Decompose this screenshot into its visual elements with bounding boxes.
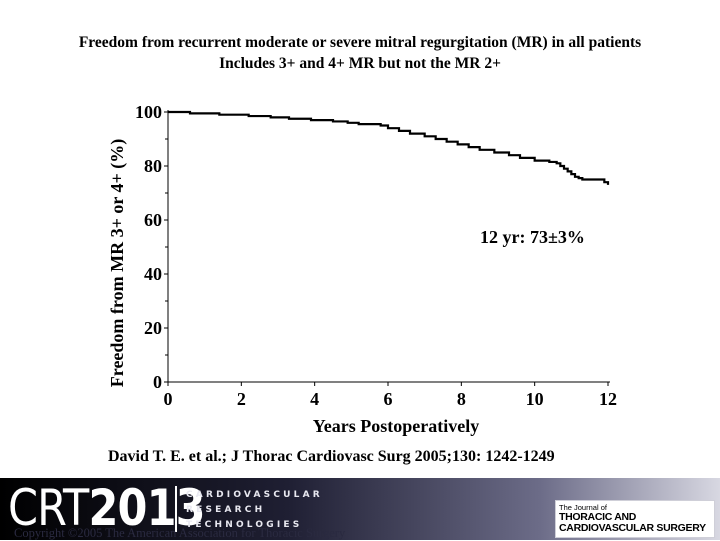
copyright-text: Copyright ©2005 The American Association… — [14, 526, 346, 540]
journal-logo-line2: CARDIOVASCULAR SURGERY — [559, 522, 706, 534]
journal-logo-line1: THORACIC AND — [559, 511, 637, 523]
x-tick-label: 0 — [164, 389, 173, 409]
journal-logo: The Journal of THORACIC AND CARDIOVASCUL… — [555, 500, 715, 538]
chart-title: Freedom from recurrent moderate or sever… — [0, 32, 720, 74]
x-tick-label: 4 — [310, 389, 319, 409]
logo-word-research: RESEARCH — [186, 505, 266, 515]
x-tick-label: 10 — [526, 389, 544, 409]
logo-divider — [175, 486, 177, 532]
survival-curve-0 — [168, 110, 610, 185]
x-axis-label: Years Postoperatively — [313, 416, 479, 436]
crt-logo-year: 2013 — [88, 479, 205, 537]
chart-subtitle: Includes 3+ and 4+ MR but not the MR 2+ — [219, 55, 501, 72]
y-tick-label: 60 — [144, 210, 162, 230]
logo-word-cardiovascular: CARDIOVASCULAR — [186, 490, 323, 500]
survival-chart: 0 20 40 60 80 100 0 2 4 6 8 10 12 Years Postoperative… — [107, 102, 617, 436]
y-tick-label: 20 — [144, 318, 162, 338]
crt-logo-words: CARDIOVASCULAR RESEARCH TECHNOLOGIES — [186, 488, 323, 533]
y-tick-label: 80 — [144, 156, 162, 176]
x-tick-label: 8 — [457, 389, 466, 409]
journal-logo-title: THORACIC AND CARDIOVASCULAR SURGERY — [559, 512, 706, 534]
y-tick-label: 100 — [135, 102, 162, 122]
y-axis-label: Freedom from MR 3+ or 4+ (%) — [107, 139, 128, 387]
crt-logo: CRT2013 — [8, 479, 206, 537]
x-tick-label: 6 — [384, 389, 393, 409]
citation: David T. E. et al.; J Thorac Cardiovasc … — [108, 448, 555, 465]
journal-logo-small: The Journal of — [559, 503, 607, 512]
x-tick-label: 2 — [237, 389, 246, 409]
crt-logo-prefix: CRT — [8, 479, 89, 537]
chart-title-line1: Freedom from recurrent moderate or sever… — [78, 34, 642, 51]
footer-banner: CRT2013 CARDIOVASCULAR RESEARCH TECHNOLO… — [0, 478, 720, 540]
chart-annotation: 12 yr: 73±3% — [480, 227, 585, 247]
x-tick-label: 12 — [599, 389, 617, 409]
y-tick-label: 40 — [144, 264, 162, 284]
logo-word-technologies: TECHNOLOGIES — [186, 520, 303, 530]
y-tick-label: 0 — [153, 372, 162, 392]
